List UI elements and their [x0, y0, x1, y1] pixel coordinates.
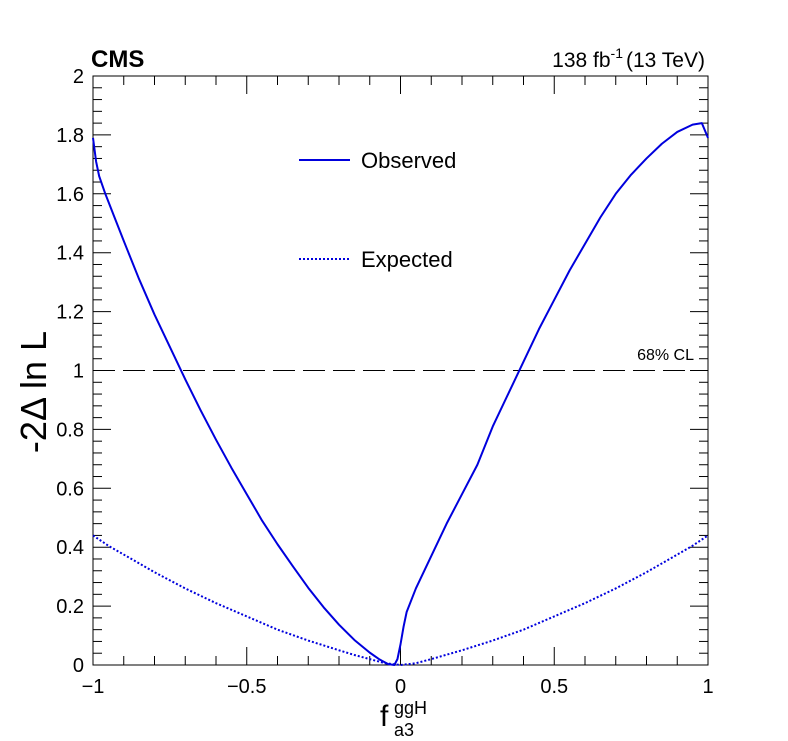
luminosity-label: 138 fb-1 (13 TeV): [552, 45, 705, 72]
lumi-value: 138 fb: [552, 49, 610, 72]
axes: 0 0.2 0.4 0.6 0.8 1 1.2 1.4 1.6 1.8 2 −1 −0.5 0 0.5 1: [56, 66, 713, 698]
series-line-observed: [92, 122, 709, 666]
lumi-exponent: -1: [611, 45, 624, 61]
energy-label: (13 TeV): [626, 49, 705, 72]
series-line-expected: [92, 534, 709, 666]
x-axis-title-subscript: a3: [394, 720, 414, 740]
y-tick-label: 1.6: [56, 184, 84, 206]
y-tick-label: 0.2: [56, 596, 84, 618]
y-tick-label: 0.6: [56, 478, 84, 500]
y-tick-label: 1.4: [56, 243, 84, 265]
legend-label-observed: Observed: [361, 148, 456, 173]
y-tick-label: 0.8: [56, 419, 84, 441]
x-tick-label: −1: [82, 676, 105, 698]
x-axis-title-base: f: [380, 700, 389, 733]
y-tick-label: 2: [73, 66, 84, 88]
y-tick-label: 0.4: [56, 537, 84, 559]
experiment-label: CMS: [91, 46, 144, 73]
x-axis-title: f: [380, 700, 389, 733]
cl-label: 68% CL: [637, 347, 694, 364]
y-axis-title: -2Δ ln L: [13, 331, 54, 453]
series-layer: [92, 122, 709, 666]
x-axis-title-superscript: ggH: [394, 698, 427, 718]
y-tick-label: 0: [73, 655, 84, 677]
y-tick-label: 1: [73, 361, 84, 383]
y-tick-label: 1.8: [56, 125, 84, 147]
x-tick-label: 0.5: [540, 676, 568, 698]
x-tick-label: 1: [702, 676, 713, 698]
y-tick-label: 1.2: [56, 302, 84, 324]
x-tick-label: 0: [395, 676, 406, 698]
x-tick-label: −0.5: [227, 676, 266, 698]
legend: Observed Expected: [299, 148, 456, 272]
legend-label-expected: Expected: [361, 247, 453, 272]
